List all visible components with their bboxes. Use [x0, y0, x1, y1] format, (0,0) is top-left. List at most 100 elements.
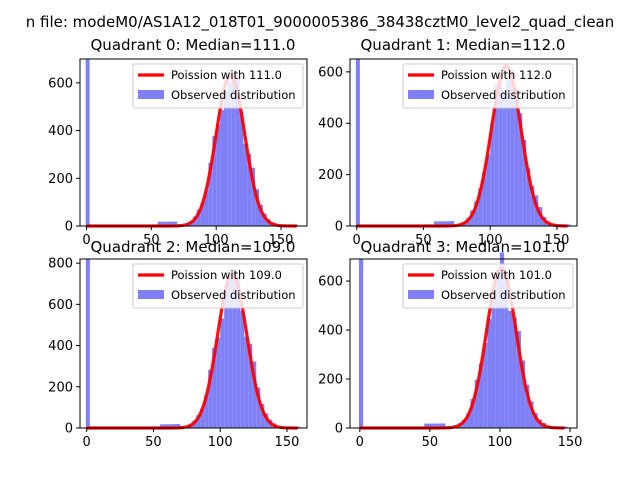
quadrant-3-legend-bar-swatch: [408, 290, 434, 299]
quadrant-2-hist-bar: [216, 337, 221, 428]
quadrant-0-hist-bar: [239, 111, 244, 226]
quadrant-3-hist-bar: [529, 401, 534, 428]
quadrant-3-hist-bar: [504, 278, 509, 428]
quadrant-1-hist-bar: [478, 188, 483, 226]
quadrant-1-hist-bar: [434, 221, 439, 226]
quadrant-1-hist-bar: [506, 80, 511, 226]
quadrant-0-hist-bar: [251, 167, 256, 226]
quadrant-1-hist-bar: [502, 90, 507, 226]
quadrant-2-hist-bar: [224, 291, 229, 428]
quadrant-1-title: Quadrant 1: Median=112.0: [361, 36, 566, 54]
quadrant-3-hist-bar: [470, 398, 475, 428]
quadrant-1-hist-bar: [514, 87, 519, 227]
quadrant-3-hist-bar: [462, 419, 467, 428]
quadrant-2-hist-bar: [164, 424, 169, 428]
quadrant-0-hist-bar: [196, 209, 201, 226]
quadrant-3-hist-bar: [478, 363, 484, 428]
quadrant-1-hist-bar: [446, 221, 451, 226]
quadrant-2-hist-bar: [160, 424, 165, 428]
quadrant-2-hist-bar: [256, 387, 261, 428]
quadrant-0-hist-bar: [212, 136, 217, 226]
quadrant-0-legend-bar-swatch: [138, 90, 164, 99]
quadrant-0-hist-bar: [161, 221, 166, 226]
quadrant-3-hist-bar: [562, 426, 568, 428]
quadrant-0-x-tick-label: 0: [82, 233, 90, 248]
quadrant-1-y-tick-label: 200: [318, 168, 343, 183]
quadrant-2-hist-bar: [204, 395, 209, 428]
quadrant-2-hist-bar: [228, 277, 233, 428]
quadrant-3-legend: Poission with 101.0 Observed distribution: [402, 263, 574, 309]
quadrant-3-hist-bar: [424, 423, 429, 428]
quadrant-2-legend-box: [132, 263, 304, 309]
quadrant-0-hist-bar: [216, 124, 221, 226]
quadrant-2-hist-bar: [240, 310, 245, 428]
quadrant-2-y-tick-label: 400: [48, 339, 73, 354]
quadrant-2-hist-bar: [252, 361, 257, 428]
quadrant-1-hist-bar: [486, 154, 491, 226]
quadrant-0-hist-bar: [235, 76, 240, 226]
quadrant-3-hist-bar: [441, 423, 446, 428]
quadrant-0-hist-bar: [200, 202, 205, 226]
quadrant-2-hist-bar: [264, 413, 269, 428]
quadrant-1-y-tick-label: 600: [318, 65, 343, 80]
quadrant-3-y-tick-label: 200: [318, 373, 343, 388]
quadrant-0-hist-bar: [259, 204, 263, 226]
quadrant-3-hist-bar: [512, 317, 517, 428]
quadrant-3-hist-bar: [525, 384, 530, 428]
quadrant-1-zero-bin-bar: [355, 59, 360, 226]
quadrant-3-hist-bar: [487, 318, 492, 428]
quadrant-0-zero-bin-bar: [85, 59, 90, 226]
quadrant-2-hist-bar: [212, 347, 217, 428]
quadrant-1-x-tick-label: 100: [478, 233, 503, 248]
quadrant-2-hist-bar: [208, 369, 213, 428]
quadrant-2-zero-bin-bar: [85, 259, 90, 428]
quadrant-1-hist-bar: [530, 185, 535, 226]
quadrant-1-hist-bar: [566, 224, 571, 226]
quadrant-1-hist-bar: [442, 221, 447, 226]
quadrant-2-hist-bar: [196, 415, 201, 428]
quadrant-0-x-tick-label: 150: [269, 233, 294, 248]
quadrant-3-hist-bar: [491, 298, 496, 428]
quadrant-2-hist-bar: [220, 318, 225, 428]
quadrant-3-hist-bar: [495, 270, 500, 428]
quadrant-0-axes-frame: [79, 58, 308, 227]
quadrant-0-x-tick-label: 50: [143, 233, 160, 248]
quadrant-2-legend: Poission with 109.0 Observed distribution: [132, 263, 304, 309]
quadrant-0-hist-bar: [223, 90, 228, 226]
quadrant-0-y-tick-label: 400: [48, 124, 73, 139]
quadrant-0-legend-label-observed: Observed distribution: [171, 88, 296, 102]
quadrant-2-y-tick-label: 800: [48, 257, 73, 272]
quadrant-0-title: Quadrant 0: Median=111.0: [91, 36, 296, 54]
quadrant-0-hist-bar: [220, 110, 224, 226]
quadrant-1-hist-bar: [474, 201, 479, 226]
quadrant-1-legend: Poission with 112.0 Observed distribution: [402, 63, 574, 109]
quadrant-2-hist-bar: [172, 424, 177, 428]
quadrant-3-hist-bar: [436, 423, 442, 428]
quadrant-0-hist-bar: [227, 81, 232, 226]
quadrant-3-x-tick-label: 50: [422, 435, 439, 450]
quadrant-2-x-tick-label: 50: [145, 435, 162, 450]
quadrant-0-legend-label-poisson: Poission with 111.0: [171, 68, 282, 82]
figure-suptitle: n file: modeM0/AS1A12_018T01_9000005386_…: [26, 13, 615, 32]
quadrant-2-hist-bar: [168, 424, 173, 428]
quadrant-0-legend: Poission with 111.0 Observed distribution: [132, 63, 304, 109]
quadrant-3-y-tick-label: 600: [318, 275, 343, 290]
quadrant-1-hist-bar: [450, 220, 455, 226]
quadrant-2-hist-bar: [236, 276, 241, 428]
quadrant-2-y-tick-label: 0: [65, 422, 73, 437]
quadrant-3-hist-bar: [520, 360, 526, 428]
quadrant-3-hist-bar: [516, 330, 521, 428]
quadrant-2-hist-bar: [244, 336, 249, 428]
quadrant-2-hist-bar: [176, 424, 181, 428]
quadrant-2-x-tick-label: 100: [208, 435, 233, 450]
quadrant-2-panel: 0 50 100 150 0 200 400 600 800 Poission with 109.…: [48, 238, 308, 450]
quadrant-2-hist-bar: [248, 343, 253, 428]
quadrant-1-y-tick-label: 400: [318, 117, 343, 132]
quadrant-1-hist-bar: [518, 113, 523, 226]
quadrant-3-legend-box: [402, 263, 574, 309]
quadrant-2-title: Quadrant 2: Median=109.0: [91, 238, 296, 256]
quadrant-3-x-tick-label: 0: [356, 435, 364, 450]
quadrant-2-x-tick-label: 0: [83, 435, 91, 450]
quadrant-1-x-tick-label: 0: [353, 233, 361, 248]
